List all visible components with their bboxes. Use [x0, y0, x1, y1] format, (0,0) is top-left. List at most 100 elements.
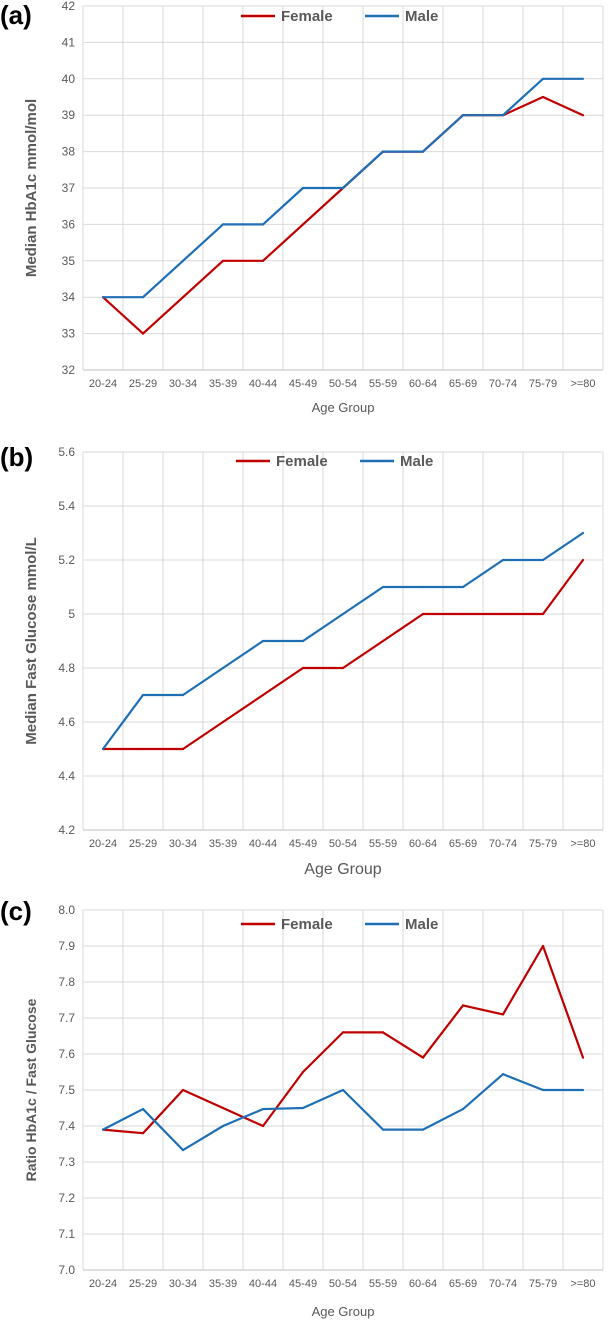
- data-point-male: [381, 1128, 385, 1131]
- x-tick-label: 75-79: [529, 838, 557, 850]
- y-tick-label: 7.9: [58, 939, 75, 953]
- legend-label-female: Female: [276, 453, 328, 470]
- data-point-female: [181, 296, 185, 299]
- x-axis-title: Age Group: [312, 1304, 375, 1319]
- data-point-female: [541, 95, 545, 99]
- data-point-female: [501, 612, 505, 616]
- y-tick-label: 32: [62, 363, 76, 377]
- y-tick-label: 4.8: [58, 661, 75, 675]
- x-tick-label: 60-64: [409, 1278, 437, 1290]
- data-point-female: [301, 666, 305, 670]
- x-tick-label: 35-39: [209, 378, 237, 390]
- data-point-male: [381, 585, 385, 589]
- data-point-male: [341, 186, 345, 190]
- data-point-male: [301, 186, 305, 190]
- x-tick-label: 40-44: [249, 1278, 277, 1290]
- y-tick-label: 33: [62, 327, 76, 341]
- y-tick-label: 39: [62, 108, 76, 122]
- x-tick-label: 25-29: [129, 838, 157, 850]
- x-tick-label: 35-39: [209, 1278, 237, 1290]
- series-line-female: [102, 95, 584, 335]
- legend-label-male: Male: [405, 8, 438, 25]
- series-line-female: [102, 944, 585, 1135]
- legend-label-male: Male: [405, 916, 438, 933]
- y-tick-label: 7.7: [58, 1011, 75, 1025]
- x-tick-label: 60-64: [409, 378, 437, 390]
- data-point-female: [141, 332, 145, 335]
- x-tick-label: 20-24: [89, 378, 117, 390]
- chart-c: 7.0 7.1 7.2 7.3 7.4 7.5 7.6 7.7 7.8 7.9 8.0 20-24 25…: [0, 896, 604, 1319]
- x-tick-label: 55-59: [369, 1278, 397, 1290]
- data-point-male: [461, 1107, 465, 1111]
- x-tick-label: 55-59: [369, 838, 397, 850]
- x-tick-label: 40-44: [249, 378, 277, 390]
- data-point-female: [261, 693, 265, 697]
- y-tick-label: 4.6: [58, 715, 75, 729]
- x-tick-label: >=80: [570, 1278, 595, 1290]
- data-point-male: [421, 1128, 425, 1131]
- y-tick-label: 4.2: [58, 823, 75, 837]
- data-point-male: [301, 1106, 305, 1110]
- x-tick-label: 20-24: [89, 838, 117, 850]
- data-point-male: [341, 1088, 345, 1092]
- data-point-male: [541, 1088, 545, 1092]
- x-tick-label: 30-34: [169, 1278, 197, 1290]
- data-point-male: [461, 114, 465, 117]
- y-tick-label: 8.0: [58, 903, 75, 917]
- data-point-female: [181, 1088, 185, 1092]
- panel-label: (c): [0, 896, 32, 926]
- y-tick-label: 7.6: [58, 1047, 75, 1061]
- y-tick-label: 40: [62, 72, 76, 86]
- series-line-male: [102, 1073, 583, 1152]
- y-axis-title: Median HbA1c mmol/mol: [23, 99, 40, 277]
- data-point-male: [501, 114, 505, 117]
- data-point-female: [221, 720, 225, 724]
- data-point-male: [101, 747, 105, 751]
- data-point-female: [541, 944, 545, 948]
- panel-label: (b): [0, 442, 33, 472]
- data-point-female: [581, 1056, 585, 1059]
- x-tick-label: 45-49: [289, 1278, 317, 1290]
- x-tick-label: 20-24: [89, 1278, 117, 1290]
- y-axis-title: Median Fast Glucose mmol/L: [23, 537, 40, 745]
- y-tick-label: 34: [62, 290, 76, 304]
- data-point-female: [181, 747, 185, 751]
- y-tick-label: 7.5: [58, 1083, 75, 1097]
- chart-b: 4.2 4.4 4.6 4.8 5 5.2 5.4 5.6 20-24 25-29 30-34 35-…: [0, 442, 604, 878]
- chart-a: 32 33 34 35 36 37 38 39 40 41 42 20-24 25-29 30-34 35-…: [0, 0, 604, 415]
- data-point-female: [141, 1132, 145, 1135]
- y-tick-label: 7.2: [58, 1191, 75, 1205]
- y-tick-label: 36: [62, 217, 76, 231]
- y-tick-label: 42: [62, 0, 76, 13]
- legend-label-female: Female: [281, 8, 333, 25]
- x-tick-label: 75-79: [529, 378, 557, 390]
- x-tick-label: 45-49: [289, 838, 317, 850]
- data-point-female: [461, 1004, 465, 1007]
- data-point-male: [141, 693, 145, 697]
- data-point-female: [341, 666, 345, 670]
- y-tick-label: 37: [62, 181, 76, 195]
- data-point-male: [261, 639, 265, 643]
- data-point-male: [421, 150, 425, 153]
- y-tick-label: 5.2: [58, 553, 75, 567]
- data-point-female: [301, 1070, 305, 1074]
- x-tick-label: 45-49: [289, 378, 317, 390]
- y-tick-label: 35: [62, 254, 76, 268]
- data-point-male: [181, 693, 185, 697]
- data-point-female: [261, 1124, 265, 1128]
- y-tick-label: 7.1: [58, 1227, 75, 1241]
- data-point-female: [461, 612, 465, 616]
- x-tick-label: >=80: [570, 378, 595, 390]
- data-point-female: [141, 747, 145, 751]
- data-point-female: [581, 114, 585, 117]
- data-point-female: [501, 1013, 505, 1016]
- x-tick-label: 40-44: [249, 838, 277, 850]
- data-point-male: [541, 77, 545, 80]
- x-tick-label: 75-79: [529, 1278, 557, 1290]
- x-tick-label: 30-34: [169, 378, 197, 390]
- data-point-female: [261, 259, 265, 262]
- x-tick-label: 70-74: [489, 1278, 517, 1290]
- y-tick-label: 5.6: [58, 445, 75, 459]
- data-point-female: [421, 1056, 425, 1059]
